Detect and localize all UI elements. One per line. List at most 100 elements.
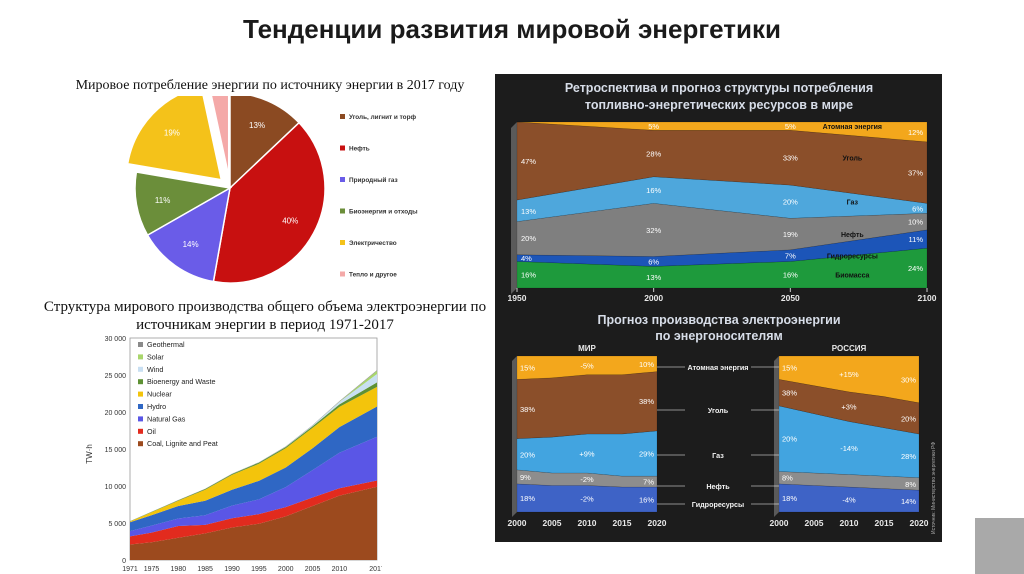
x-tick-label: 2100 (918, 293, 937, 303)
start-label-уголь: 38% (782, 389, 797, 398)
legend-label-oil: Oil (147, 427, 156, 436)
x-tick-label: 1950 (508, 293, 527, 303)
value-label-уголь: 37% (908, 169, 923, 178)
forecast-infographic-panel: Ретроспектива и прогноз структуры потреб… (495, 74, 942, 542)
legend-swatch-hydro (138, 404, 143, 409)
end-label-гидроресурсы: 16% (639, 496, 654, 505)
legend-swatch-электричество (340, 240, 345, 245)
end-label-нефть: 8% (905, 480, 916, 489)
change-label-нефть: -2% (580, 475, 594, 484)
legend-swatch-nuclear (138, 391, 143, 397)
y-tick-label: 20 000 (105, 410, 127, 417)
legend-swatch-биоэнергия-и-отходы (340, 208, 345, 214)
change-label-атомная-энергия: -5% (580, 361, 594, 370)
legend-swatch-coal-lignite-and-peat (138, 441, 143, 447)
legend-label-уголь-лигнит-и-торф: Уголь, лигнит и торф (349, 114, 416, 121)
value-label-атомная-энергия: 5% (785, 122, 796, 131)
legend-label-природный-газ: Природный газ (349, 176, 398, 184)
x-tick-label: 2050 (781, 293, 800, 303)
x-tick-label: 2015 (613, 518, 632, 528)
legend-label-тепло-и-другое: Тепло и другое (349, 272, 397, 279)
value-label-уголь: 33% (783, 154, 798, 163)
change-label-уголь: +3% (841, 403, 857, 412)
center-label-нефть: Нефть (706, 482, 730, 491)
source-note: Источник: Министерство энергетики РФ (931, 442, 937, 534)
x-tick-label: 2010 (840, 518, 859, 528)
top-chart-title-line2: топливно-энергетических ресурсов в мире (585, 98, 853, 112)
x-tick-label: 1990 (224, 566, 240, 573)
pie-slice-тепло-и-другое (210, 96, 230, 177)
legend-swatch-bioenergy-and-waste (138, 379, 143, 385)
legend-swatch-wind (138, 366, 143, 372)
series-name-атомная-энергия: Атомная энергия (823, 124, 882, 131)
value-label-уголь: 28% (646, 150, 661, 159)
legend-swatch-oil (138, 428, 143, 434)
start-label-атомная-энергия: 15% (782, 364, 797, 373)
legend-label-natural-gas: Natural Gas (147, 414, 186, 423)
center-label-уголь: Уголь (708, 406, 729, 415)
x-tick-label: 2010 (578, 518, 597, 528)
y-tick-label: 5 000 (108, 521, 126, 528)
value-label-гидроресурсы: 4% (521, 254, 532, 263)
legend-swatch-уголь-лигнит-и-торф (340, 114, 345, 119)
end-label-уголь: 20% (901, 414, 916, 423)
pie-slice-нефть (212, 121, 326, 284)
x-tick-label: 2017 (369, 566, 382, 573)
x-tick-label: 2020 (648, 518, 667, 528)
change-label-атомная-энергия: +15% (839, 370, 859, 379)
y-tick-label: 0 (122, 558, 126, 565)
panel-title-россия: РОССИЯ (832, 344, 867, 353)
x-tick-label: 2000 (508, 518, 527, 528)
value-label-гидроресурсы: 11% (909, 235, 924, 244)
legend-label-coal-lignite-and-peat: Coal, Lignite and Peat (147, 439, 218, 448)
legend-label-биоэнергия-и-отходы: Биоэнергия и отходы (349, 209, 418, 216)
bottom-chart-title-line1: Прогноз производства электроэнергии (597, 313, 840, 327)
x-axis: 1971 1975 1980 1985 1990 1995 2000 2005 2010 2017 (122, 566, 382, 573)
start-label-газ: 20% (520, 450, 535, 459)
value-label-гидроресурсы: 6% (648, 257, 659, 266)
pie-slice-электричество (126, 96, 223, 181)
x-tick-label: 2010 (332, 566, 348, 573)
y-tick-label: 10 000 (105, 484, 127, 491)
x-tick-label: 1980 (171, 566, 187, 573)
value-label-нефть: 10% (908, 218, 923, 227)
panel-side-россия (774, 356, 779, 517)
value-label-нефть: 20% (521, 234, 536, 243)
electricity-chart-title: Структура мирового производства общего о… (43, 299, 487, 333)
legend-swatch-нефть (340, 145, 345, 151)
legend-swatch-natural-gas (138, 416, 143, 422)
pie-slice-биоэнергия-и-отходы (134, 171, 233, 237)
panel-title-мир: МИР (578, 344, 596, 353)
x-tick-label: 2005 (543, 518, 562, 528)
area-россия-газ (778, 405, 920, 478)
legend-label-bioenergy-and-waste: Bioenergy and Waste (147, 377, 215, 386)
area-natural-gas (130, 436, 377, 537)
energy-consumption-pie-chart: 13%40%14%11%19%3.4% Уголь, лигнит и торф… (126, 96, 418, 284)
value-label-биомасса: 24% (908, 264, 923, 273)
value-label-газ: 16% (646, 186, 661, 195)
pie-chart-title: Мировое потребление энергии по источнику… (75, 78, 465, 93)
center-label-bg (685, 449, 751, 460)
end-label-газ: 29% (639, 450, 654, 459)
change-label-гидроресурсы: -4% (842, 496, 856, 505)
area-oil (130, 480, 377, 545)
y-axis: 0 5 000 10 000 15 000 20 000 25 000 30 000 (105, 336, 127, 565)
end-label-атомная-энергия: 30% (901, 375, 916, 384)
start-label-нефть: 9% (520, 473, 531, 482)
pie-legend: Уголь, лигнит и торф Нефть Природный газ Би… (340, 114, 418, 279)
y-tick-label: 25 000 (105, 373, 127, 380)
x-tick-label: 1975 (144, 566, 160, 573)
y-tick-label: 30 000 (105, 336, 127, 343)
legend-swatch-solar (138, 354, 143, 360)
end-label-уголь: 38% (639, 397, 654, 406)
area-мир-уголь (516, 371, 658, 439)
series-name-нефть: Нефть (841, 232, 864, 239)
pie-slices (126, 96, 326, 284)
x-tick-label: 1985 (197, 566, 213, 573)
corner-decoration (975, 518, 1024, 574)
area-мир-атомная-энергия (516, 355, 658, 380)
change-label-газ: +9% (579, 450, 595, 459)
slide-title: Тенденции развития мировой энергетики (242, 14, 782, 44)
series-name-уголь: Уголь (842, 156, 862, 163)
chart-side-panel (511, 122, 517, 294)
